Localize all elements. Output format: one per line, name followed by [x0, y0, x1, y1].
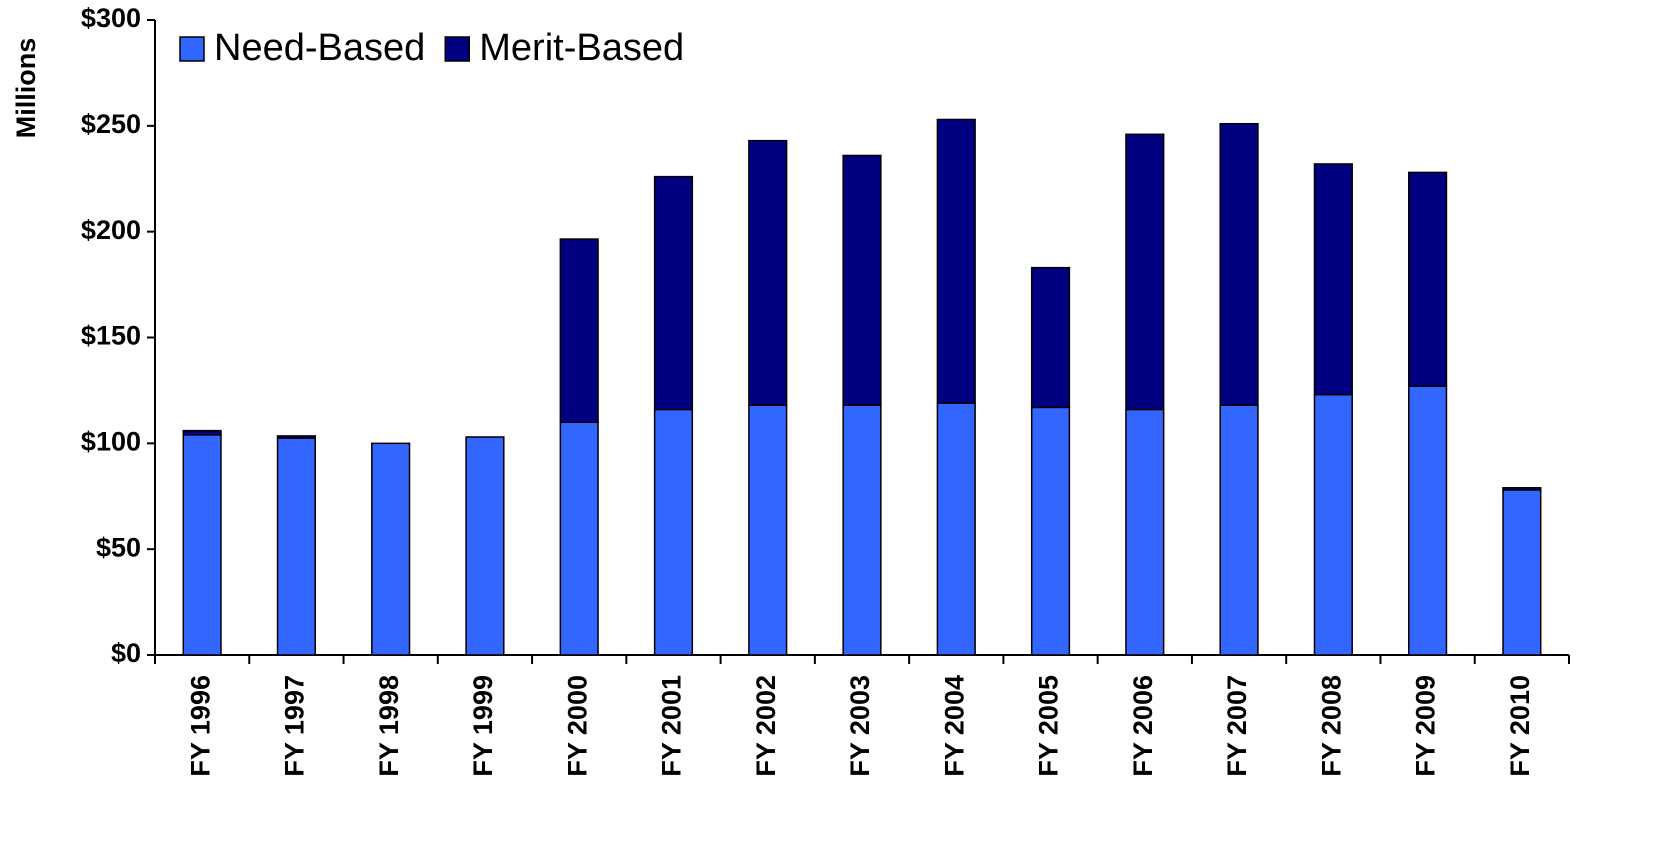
bar-segment	[1030, 406, 1071, 656]
y-tick-label: $50	[96, 532, 141, 562]
x-tick-label: FY 2000	[562, 675, 592, 777]
legend-swatch	[444, 36, 470, 62]
bar-segment	[936, 402, 976, 656]
bar-segment	[842, 154, 882, 406]
bar-segment	[182, 434, 222, 656]
legend-label: Need-Based	[214, 27, 425, 69]
x-tick-label: FY 2006	[1128, 675, 1158, 777]
bar-segment	[276, 437, 317, 656]
x-tick-label: FY 2008	[1316, 675, 1346, 777]
bar-segment	[842, 404, 882, 656]
bar-segment	[653, 175, 694, 411]
y-tick-label: $150	[81, 321, 141, 351]
x-tick-label: FY 2007	[1222, 675, 1252, 777]
bar-segment	[653, 408, 694, 656]
x-tick-label: FY 2004	[939, 675, 969, 777]
x-tick-label: FY 1998	[374, 675, 404, 777]
bar-segment	[1125, 133, 1165, 411]
bar-segment	[748, 404, 788, 656]
bar-segment	[1407, 171, 1448, 387]
bar-segment	[1219, 404, 1259, 656]
bar-segment	[1125, 408, 1165, 656]
bar-segment	[465, 436, 505, 656]
bar-segment	[182, 429, 222, 436]
x-tick-label: FY 1997	[280, 675, 310, 777]
bar-segment	[1313, 393, 1353, 656]
legend-label: Merit-Based	[479, 27, 684, 69]
bar-segment	[748, 139, 788, 406]
legend-swatch	[179, 36, 205, 62]
y-tick-label: $100	[81, 426, 141, 456]
y-tick-label: $200	[81, 215, 141, 245]
y-tick-label: $0	[111, 638, 141, 668]
bar-segment	[559, 421, 599, 656]
bar-segment	[1502, 487, 1542, 491]
bar-segment	[1407, 385, 1448, 656]
x-tick-label: FY 2010	[1505, 675, 1535, 777]
bar-segment	[276, 435, 317, 439]
y-tick-label: $250	[81, 109, 141, 139]
bar-segment	[559, 238, 599, 423]
x-tick-label: FY 2005	[1034, 675, 1064, 777]
bar-segment	[371, 442, 411, 656]
x-tick-label: FY 2009	[1411, 675, 1441, 777]
x-tick-label: FY 1996	[185, 675, 215, 777]
bar-segment	[1313, 163, 1353, 396]
x-tick-label: FY 1999	[468, 675, 498, 777]
bar-segment	[1502, 489, 1542, 656]
bar-segment	[936, 118, 976, 404]
y-axis-label: Millions	[11, 38, 41, 139]
x-tick-label: FY 2001	[657, 675, 687, 777]
bar-segment	[1219, 122, 1259, 406]
x-tick-label: FY 2003	[845, 675, 875, 777]
y-tick-label: $300	[81, 3, 141, 33]
bar-segment	[1030, 266, 1071, 409]
x-tick-label: FY 2002	[751, 675, 781, 777]
